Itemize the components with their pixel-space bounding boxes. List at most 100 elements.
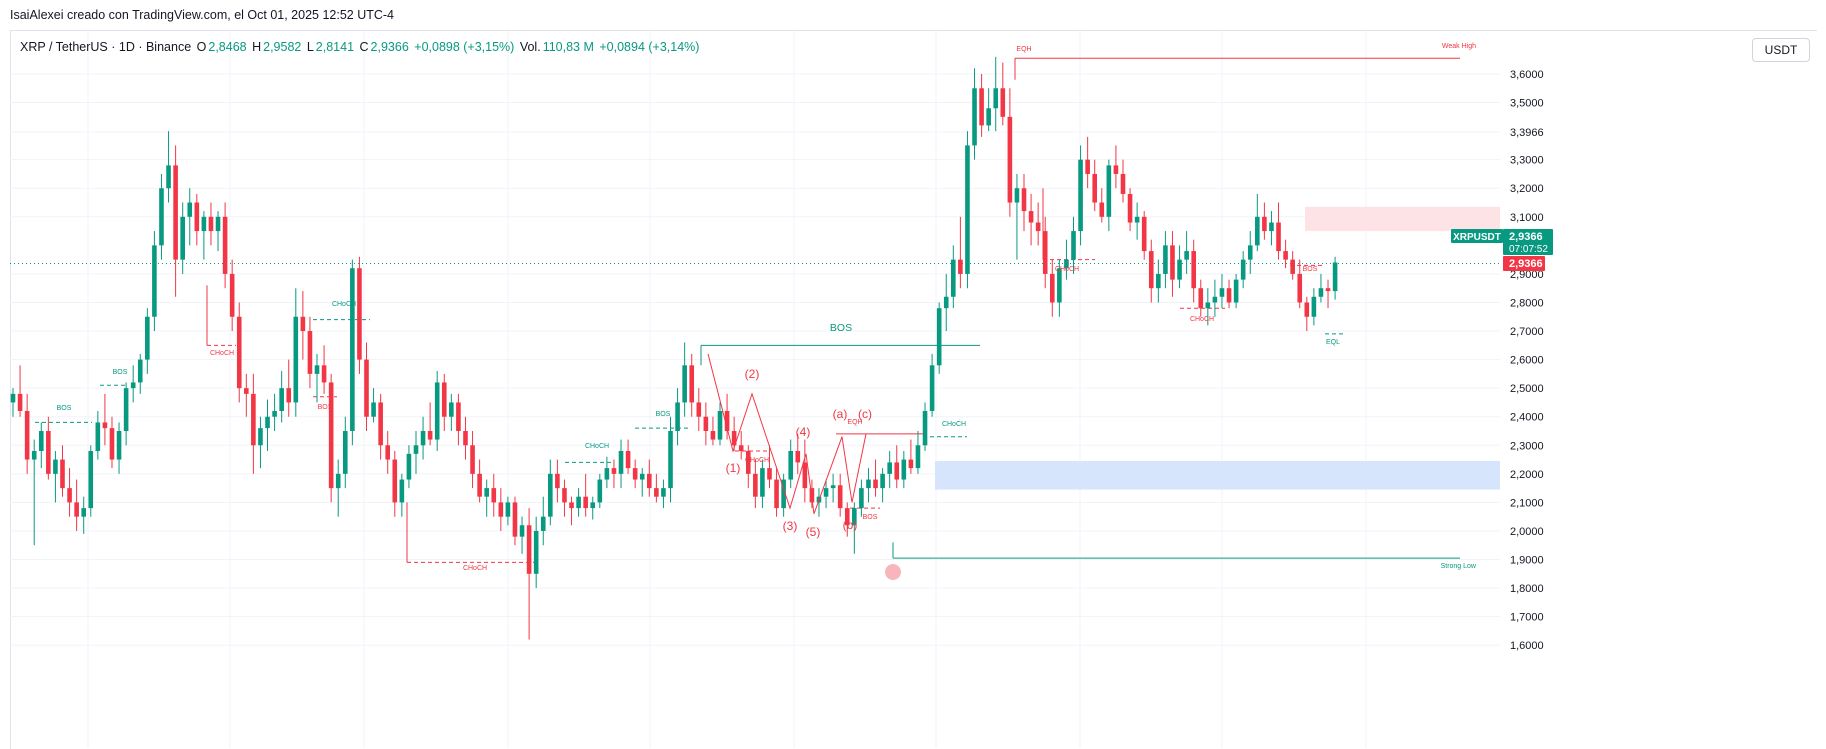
candle-body [1283,251,1288,260]
signal-dot [885,564,901,580]
candle-body [335,473,341,489]
y-tick-label: 3,1000 [1510,212,1544,224]
candle-body [116,431,122,460]
candle-body [604,468,610,480]
candle-body [958,259,963,274]
candle-body [1127,193,1133,223]
candle-body [31,450,37,460]
candle-body [1332,262,1338,292]
candle-body [1240,259,1246,280]
candle-body [1262,216,1267,232]
candle-body [1113,165,1119,174]
candle-body [215,216,221,232]
wave-label: (1) [726,461,741,475]
structure-label: CHoCH [332,301,356,308]
candle-body [1269,222,1274,232]
structure-label: CHoCH [210,350,234,357]
currency-button[interactable]: USDT [1752,38,1810,62]
candle-body [1297,273,1303,303]
candle-body [229,273,235,317]
candle-body [272,411,277,417]
candle-body [951,259,956,297]
candle-body [788,450,793,480]
candle-body [449,402,454,417]
candle-body [1000,88,1006,117]
y-tick-label: 2,8000 [1510,297,1544,309]
candle-body [661,488,666,497]
candle-body [965,145,970,274]
y-tick-label: 3,2000 [1510,183,1544,195]
candle-body [519,525,525,537]
last-price-tag: 2,9366 [1509,231,1543,243]
candle-body [1198,288,1204,309]
low-label: L [306,40,314,54]
candle-body [781,479,786,509]
candle-body [420,431,426,446]
y-tick-label: 2,7000 [1510,326,1544,338]
candle-body [1318,288,1324,297]
candle-body [724,411,730,431]
candle-body [1057,268,1062,303]
candle-body [364,359,369,417]
candle-body [1021,188,1027,212]
candle-body [1177,259,1182,280]
candle-body [88,450,94,509]
candle-body [1014,188,1020,203]
structure-label: CHoCH [745,457,769,464]
candle-body [1247,245,1253,260]
candle-body [194,202,200,232]
candle-body [908,459,914,469]
candle-body [137,359,143,383]
candle-body [972,88,977,146]
candle-body [837,485,843,509]
candle-body [1170,245,1175,280]
volume-value: 110,83 M [542,40,594,54]
structure-label: BOS [863,514,878,521]
candle-body [95,422,101,451]
candle-body [1035,222,1041,232]
candle-body [74,502,79,517]
structure-label: EQL [1326,339,1340,346]
wave-label: (a) [833,407,848,421]
candle-body [1191,251,1196,289]
candle-body [696,402,702,417]
candle-body [1304,302,1310,317]
candle-body [873,479,878,489]
price-tag: 2,9366 [1509,258,1543,270]
candle-body [109,428,115,460]
candle-body [569,502,574,509]
candle-body [385,445,391,460]
candle-body [533,530,539,574]
symbol-tag: XRPUSDT [1453,232,1501,243]
candle-body [498,502,504,517]
candle-body [456,402,461,431]
candle-body [703,416,709,431]
candle-body [1042,231,1048,274]
candle-body [159,188,164,246]
candle-body [145,316,150,360]
candle-body [618,450,624,474]
candle-body [1311,296,1317,317]
symbol-title: XRP / TetherUS · 1D · Binance [20,40,192,54]
candle-body [675,402,680,431]
countdown-timer: 07:07:52 [1509,244,1548,255]
candle-body [293,316,299,403]
candle-body [477,473,482,497]
candle-body [1290,259,1295,274]
candle-body [540,516,546,531]
candle-body [526,525,532,574]
y-tick-label: 2,6000 [1510,355,1544,367]
candle-body [562,488,567,503]
y-tick-label: 2,4000 [1510,412,1544,424]
structure-label: CHoCH [1190,316,1214,323]
wave-label: (4) [796,425,811,439]
candle-body [745,450,751,474]
candle-body [434,382,440,440]
candle-body [300,316,306,332]
candle-body [647,473,652,489]
candle-body [427,431,433,440]
candle-body [1141,216,1147,252]
candle-body [236,316,242,389]
